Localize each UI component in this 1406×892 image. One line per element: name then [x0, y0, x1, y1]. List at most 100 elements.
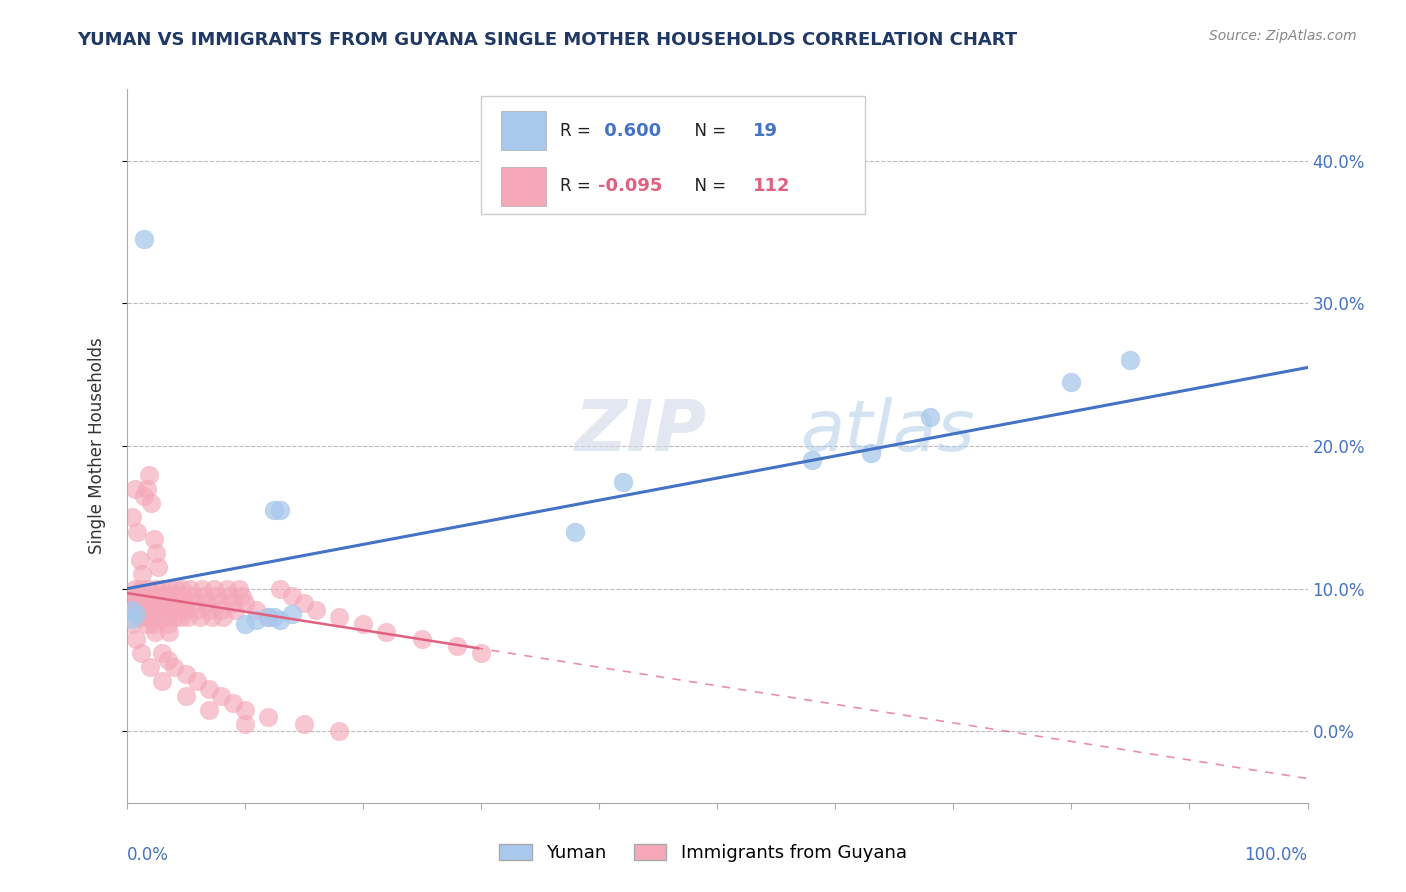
Point	[149, 610, 172, 624]
Point	[375, 624, 398, 639]
Point	[135, 617, 157, 632]
Point	[145, 546, 167, 560]
Point	[205, 589, 228, 603]
Point	[143, 624, 166, 639]
Text: YUMAN VS IMMIGRANTS FROM GUYANA SINGLE MOTHER HOUSEHOLDS CORRELATION CHART: YUMAN VS IMMIGRANTS FROM GUYANA SINGLE M…	[77, 31, 1018, 49]
Point	[269, 613, 291, 627]
Point	[163, 610, 186, 624]
Point	[224, 603, 246, 617]
Point	[159, 582, 181, 596]
Point	[202, 582, 225, 596]
Point	[209, 603, 232, 617]
Point	[233, 703, 256, 717]
Point	[141, 496, 163, 510]
Point	[195, 596, 218, 610]
Point	[129, 582, 152, 596]
Point	[156, 610, 179, 624]
Point	[166, 589, 188, 603]
Point	[281, 589, 304, 603]
Point	[198, 703, 221, 717]
Point	[125, 607, 148, 622]
Bar	[501, 167, 546, 206]
Text: 0.0%: 0.0%	[127, 846, 169, 863]
Point	[139, 596, 162, 610]
Point	[139, 660, 162, 674]
Point	[170, 582, 193, 596]
Text: atlas: atlas	[800, 397, 974, 467]
Point	[129, 646, 152, 660]
Point	[233, 717, 256, 731]
Point	[184, 596, 207, 610]
Point	[212, 610, 235, 624]
Point	[612, 475, 634, 489]
Point	[281, 607, 304, 622]
Point	[169, 603, 191, 617]
Point	[257, 610, 280, 624]
Text: 0.600: 0.600	[598, 122, 661, 140]
Point	[142, 617, 165, 632]
Point	[292, 596, 315, 610]
Point	[177, 610, 200, 624]
Point	[156, 617, 179, 632]
Point	[174, 603, 197, 617]
Point	[269, 503, 291, 517]
Point	[122, 603, 145, 617]
Point	[222, 596, 245, 610]
Point	[263, 503, 285, 517]
Point	[134, 603, 156, 617]
Text: ZIP: ZIP	[575, 397, 707, 467]
Point	[215, 582, 238, 596]
Point	[222, 696, 245, 710]
Text: R =: R =	[560, 178, 596, 195]
Point	[128, 610, 150, 624]
Point	[127, 524, 149, 539]
Point	[127, 603, 149, 617]
Point	[163, 660, 186, 674]
Point	[208, 596, 231, 610]
Point	[125, 589, 148, 603]
Point	[179, 582, 201, 596]
Bar	[501, 112, 546, 151]
Point	[150, 582, 173, 596]
Point	[155, 603, 177, 617]
Point	[127, 596, 149, 610]
Point	[162, 596, 184, 610]
Point	[165, 582, 187, 596]
Point	[131, 567, 153, 582]
Point	[219, 589, 242, 603]
Point	[231, 589, 253, 603]
Point	[198, 603, 221, 617]
Point	[148, 596, 170, 610]
Point	[149, 603, 172, 617]
Point	[124, 582, 146, 596]
Point	[191, 582, 214, 596]
Point	[186, 674, 208, 689]
Text: Source: ZipAtlas.com: Source: ZipAtlas.com	[1209, 29, 1357, 43]
Point	[245, 613, 267, 627]
Text: 112: 112	[752, 178, 790, 195]
Point	[209, 689, 232, 703]
Point	[800, 453, 823, 467]
Point	[200, 610, 222, 624]
Point	[233, 596, 256, 610]
Point	[163, 603, 186, 617]
Point	[153, 596, 176, 610]
Point	[245, 603, 267, 617]
Point	[131, 589, 153, 603]
Point	[328, 610, 350, 624]
Point	[138, 467, 160, 482]
Point	[128, 553, 150, 567]
Point	[121, 617, 143, 632]
Point	[328, 724, 350, 739]
Point	[1060, 375, 1083, 389]
Point	[292, 717, 315, 731]
Point	[120, 589, 142, 603]
Point	[304, 603, 326, 617]
Point	[446, 639, 468, 653]
Point	[174, 689, 197, 703]
Point	[121, 603, 143, 617]
Point	[157, 624, 180, 639]
Point	[141, 610, 163, 624]
Point	[170, 610, 193, 624]
Point	[121, 596, 143, 610]
